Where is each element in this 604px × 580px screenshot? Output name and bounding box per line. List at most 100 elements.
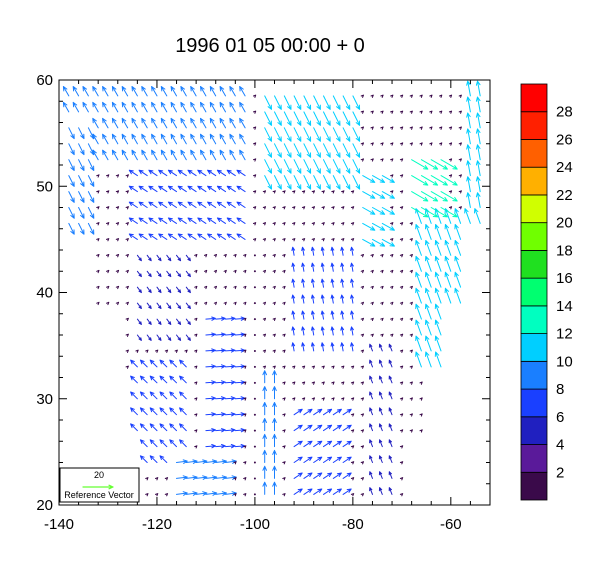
- wind-vector: [115, 285, 120, 290]
- wind-vector: [303, 143, 312, 158]
- wind-vector: [253, 238, 257, 242]
- wind-vector: [381, 175, 395, 183]
- wind-vector: [243, 349, 247, 353]
- wind-vector: [92, 117, 99, 129]
- wind-vector: [102, 117, 109, 129]
- wind-vector: [464, 208, 471, 224]
- wind-vector: [429, 142, 433, 146]
- wind-vector: [102, 133, 109, 145]
- wind-vector: [106, 269, 110, 274]
- wind-vector: [170, 133, 177, 145]
- x-tick-label: -60: [440, 516, 462, 533]
- wind-vector: [332, 440, 342, 448]
- wind-vector: [411, 207, 429, 218]
- wind-vector: [125, 285, 129, 290]
- wind-vector: [111, 133, 119, 145]
- wind-vector: [272, 365, 276, 369]
- wind-vector: [145, 493, 149, 497]
- wind-vector: [350, 477, 355, 481]
- wind-vector: [448, 158, 453, 162]
- wind-vector: [190, 101, 197, 113]
- wind-vector: [111, 117, 119, 129]
- wind-vector: [262, 333, 266, 337]
- wind-vector: [200, 149, 207, 161]
- colorbar-swatch: [520, 139, 548, 168]
- wind-vector: [434, 335, 442, 352]
- wind-vector: [458, 206, 462, 210]
- wind-vector: [138, 169, 148, 177]
- wind-vector: [466, 112, 471, 129]
- wind-vector: [434, 287, 442, 304]
- wind-vector: [283, 159, 292, 174]
- wind-vector: [439, 126, 443, 130]
- wind-vector: [448, 190, 453, 194]
- wind-vector: [253, 334, 256, 336]
- wind-vector: [125, 333, 129, 337]
- wind-vector: [264, 143, 272, 158]
- wind-vector: [262, 433, 267, 448]
- wind-vector: [139, 407, 148, 416]
- wind-vector: [352, 143, 361, 158]
- wind-vector: [243, 413, 247, 417]
- wind-vector: [360, 429, 364, 433]
- wind-vector: [399, 206, 404, 210]
- wind-vector: [311, 262, 315, 272]
- wind-vector: [207, 185, 217, 193]
- wind-vector: [167, 201, 177, 208]
- wind-vector: [176, 270, 182, 278]
- wind-vector: [216, 201, 226, 208]
- wind-vector: [388, 423, 393, 432]
- wind-vector: [425, 303, 432, 320]
- wind-vector: [234, 396, 246, 401]
- wind-vector: [233, 301, 237, 306]
- colorbar-swatch: [520, 249, 548, 279]
- wind-vector: [399, 445, 404, 449]
- colorbar-swatch: [520, 388, 548, 418]
- wind-vector: [292, 190, 296, 194]
- wind-vector: [360, 301, 364, 306]
- wind-vector: [151, 117, 158, 129]
- wind-vector: [429, 110, 433, 114]
- wind-vector: [415, 224, 422, 240]
- wind-vector: [448, 110, 453, 114]
- wind-vector: [226, 185, 236, 193]
- wind-vector: [195, 491, 208, 496]
- wind-vector: [458, 110, 462, 114]
- wind-vector: [323, 175, 331, 190]
- wind-vector: [330, 262, 335, 272]
- wind-vector: [243, 317, 247, 321]
- wind-vector: [331, 365, 335, 369]
- wind-vector: [205, 380, 216, 385]
- wind-vector: [342, 175, 351, 190]
- wind-vector: [282, 254, 286, 258]
- wind-vector: [420, 175, 439, 186]
- wind-vector: [454, 224, 462, 240]
- wind-vector: [215, 364, 226, 369]
- wind-vector: [139, 423, 148, 432]
- wind-vector: [458, 142, 462, 146]
- wind-vector: [219, 101, 226, 113]
- wind-vector: [243, 365, 247, 369]
- wind-vector: [341, 238, 345, 242]
- wind-vector: [272, 418, 277, 432]
- wind-vector: [430, 191, 448, 202]
- wind-vector: [342, 143, 351, 158]
- x-tick-label: -100: [240, 516, 270, 533]
- wind-vector: [399, 381, 404, 385]
- wind-vector: [136, 286, 142, 294]
- wind-vector: [350, 310, 354, 320]
- wind-vector: [141, 149, 148, 161]
- wind-vector: [253, 206, 257, 210]
- wind-vector: [209, 117, 217, 129]
- wind-vector: [223, 301, 227, 306]
- wind-vector: [68, 207, 75, 219]
- wind-vector: [176, 334, 182, 341]
- wind-vector: [111, 101, 119, 113]
- colorbar-swatch: [520, 166, 548, 196]
- wind-vector: [190, 149, 197, 161]
- wind-vector: [136, 270, 142, 278]
- wind-vector: [78, 222, 85, 235]
- wind-vector: [370, 269, 374, 274]
- wind-vector: [291, 278, 296, 288]
- wind-vector: [223, 269, 227, 274]
